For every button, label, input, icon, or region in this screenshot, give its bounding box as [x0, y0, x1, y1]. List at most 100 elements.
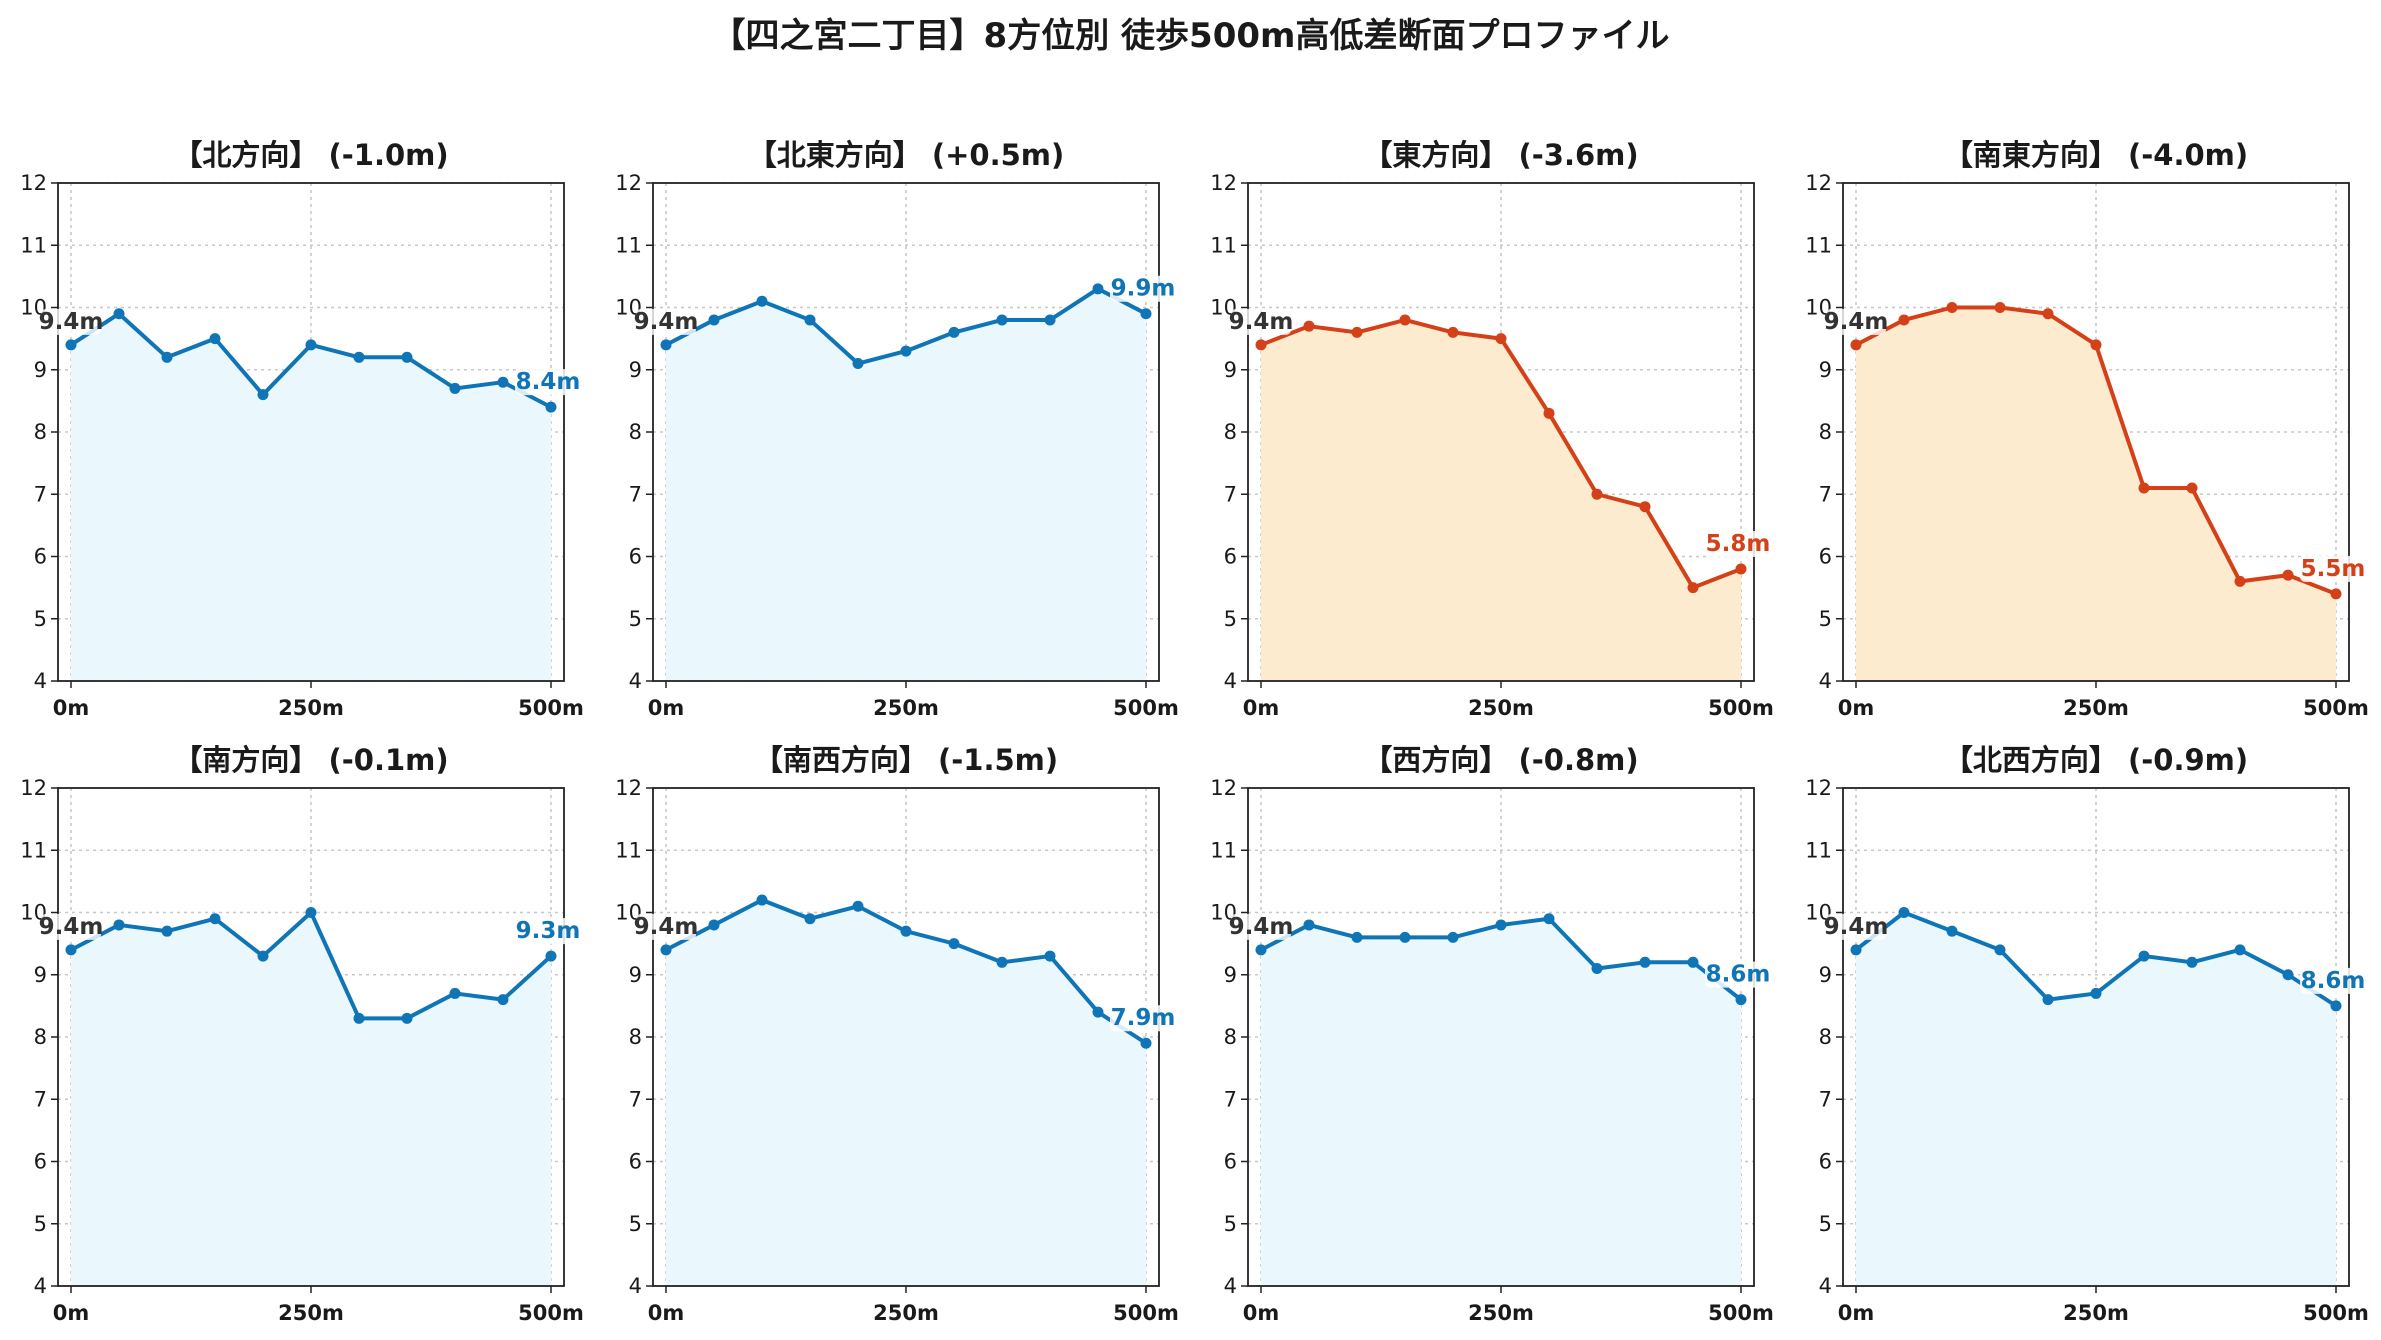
y-tick-label: 12 — [20, 776, 47, 800]
y-tick-label: 8 — [1819, 420, 1832, 444]
end-label: 8.6m — [2301, 968, 2366, 994]
data-point — [948, 326, 960, 338]
y-tick-label: 9 — [629, 963, 642, 987]
data-point — [1543, 407, 1555, 419]
data-point — [209, 333, 221, 345]
data-point — [545, 401, 557, 413]
start-label: 9.4m — [634, 914, 699, 940]
y-tick-label: 7 — [1819, 1087, 1832, 1111]
y-tick-label: 12 — [615, 776, 642, 800]
data-point — [1591, 488, 1603, 500]
profile-area — [1856, 912, 2336, 1286]
y-tick-label: 6 — [629, 545, 642, 569]
x-tick-label: 0m — [53, 1301, 90, 1325]
y-tick-label: 6 — [1224, 545, 1237, 569]
data-point — [497, 376, 509, 388]
data-point — [1898, 907, 1910, 918]
y-tick-label: 4 — [1224, 1274, 1237, 1298]
y-tick-label: 9 — [1819, 358, 1832, 382]
y-tick-label: 5 — [1224, 1212, 1237, 1236]
y-tick-label: 4 — [1224, 669, 1237, 693]
data-point — [996, 956, 1008, 968]
y-tick-label: 11 — [1210, 233, 1237, 257]
data-point — [65, 339, 77, 351]
data-point — [2090, 987, 2102, 999]
y-tick-label: 12 — [20, 171, 47, 195]
figure-title: 【四之宮二丁目】8方位別 徒歩500m高低差断面プロファイル — [711, 16, 1670, 56]
data-point — [1994, 302, 2006, 313]
data-point — [449, 987, 461, 999]
data-point — [1543, 913, 1555, 925]
x-tick-label: 500m — [2303, 1301, 2369, 1325]
start-label-box — [41, 913, 101, 940]
data-point — [852, 900, 864, 912]
x-tick-label: 500m — [1708, 1301, 1774, 1325]
data-point — [2330, 588, 2342, 600]
end-label-box — [1110, 275, 1176, 302]
data-point — [708, 314, 720, 326]
end-label-box — [1110, 1005, 1176, 1032]
data-point — [1495, 333, 1507, 345]
data-point — [660, 339, 672, 351]
y-tick-label: 11 — [20, 838, 47, 862]
x-tick-label: 0m — [1243, 696, 1280, 720]
y-tick-label: 12 — [1805, 776, 1832, 800]
data-point — [1994, 944, 2006, 956]
y-tick-label: 11 — [1805, 838, 1832, 862]
data-point — [756, 894, 768, 906]
y-tick-label: 6 — [1819, 1150, 1832, 1174]
data-point — [161, 925, 173, 937]
x-tick-label: 0m — [648, 696, 685, 720]
x-tick-label: 250m — [2063, 696, 2129, 720]
start-label-box — [41, 308, 101, 335]
end-label-box — [2300, 555, 2366, 582]
y-tick-label: 5 — [1819, 607, 1832, 631]
x-tick-label: 250m — [278, 696, 344, 720]
y-tick-label: 11 — [1805, 233, 1832, 257]
y-tick-label: 7 — [34, 1087, 47, 1111]
x-tick-label: 0m — [1243, 1301, 1280, 1325]
start-label: 9.4m — [39, 309, 104, 335]
x-tick-label: 500m — [2303, 696, 2369, 720]
start-label: 9.4m — [634, 309, 699, 335]
start-label: 9.4m — [1229, 914, 1294, 940]
start-label-box — [1231, 308, 1291, 335]
x-tick-label: 250m — [278, 1301, 344, 1325]
end-label-box — [1705, 961, 1771, 988]
end-label: 7.9m — [1111, 1005, 1176, 1031]
end-label-box — [2300, 967, 2366, 994]
y-tick-label: 11 — [20, 233, 47, 257]
data-point — [1850, 944, 1862, 956]
profile-area — [71, 313, 551, 681]
x-tick-label: 250m — [873, 1301, 939, 1325]
y-tick-label: 4 — [34, 669, 47, 693]
data-point — [660, 944, 672, 956]
panel-title: 【北東方向】 (+0.5m) — [748, 138, 1065, 172]
data-point — [1946, 302, 1958, 313]
x-tick-label: 500m — [518, 696, 584, 720]
end-label: 8.4m — [516, 369, 581, 395]
panel-title: 【南方向】 (-0.1m) — [173, 743, 448, 777]
data-point — [1092, 1006, 1104, 1018]
end-label-box — [515, 369, 581, 396]
data-point — [1687, 582, 1699, 594]
panel-title: 【北方向】 (-1.0m) — [173, 138, 448, 172]
data-point — [948, 938, 960, 950]
y-tick-label: 7 — [629, 482, 642, 506]
data-point — [305, 339, 317, 351]
x-tick-label: 500m — [1113, 1301, 1179, 1325]
profile-area — [1261, 918, 1741, 1286]
y-tick-label: 9 — [34, 963, 47, 987]
y-tick-label: 9 — [1224, 963, 1237, 987]
data-point — [1303, 320, 1315, 332]
x-tick-label: 250m — [873, 696, 939, 720]
profile-area — [1261, 319, 1741, 681]
data-point — [2330, 1000, 2342, 1012]
data-point — [1399, 314, 1411, 326]
end-label-box — [1705, 530, 1771, 557]
data-point — [2042, 308, 2054, 320]
